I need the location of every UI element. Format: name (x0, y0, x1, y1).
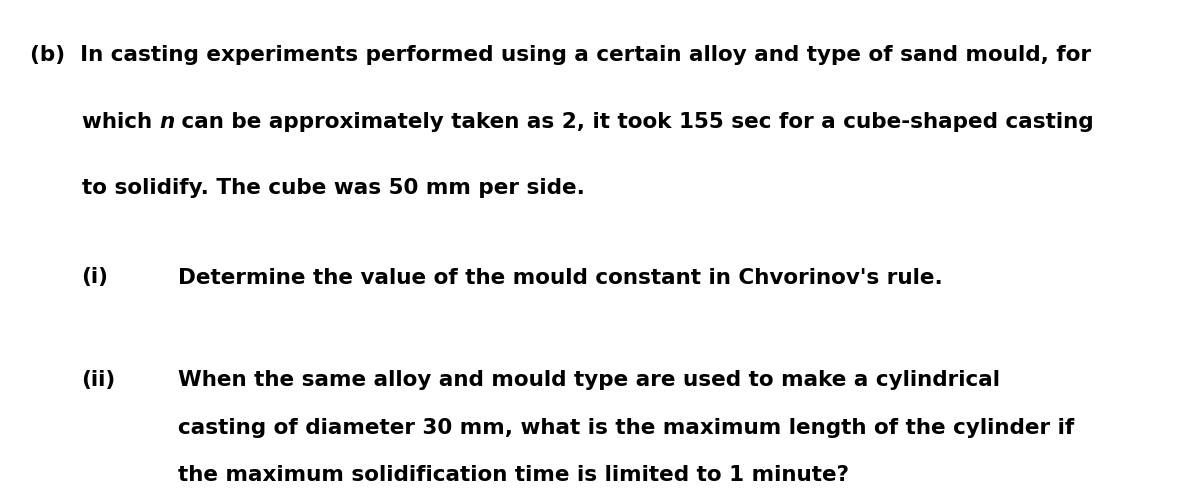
Text: (i): (i) (82, 268, 109, 287)
Text: When the same alloy and mould type are used to make a cylindrical: When the same alloy and mould type are u… (178, 370, 1000, 390)
Text: Determine the value of the mould constant in Chvorinov's rule.: Determine the value of the mould constan… (178, 268, 942, 287)
Text: n: n (160, 112, 174, 132)
Text: casting of diameter 30 mm, what is the maximum length of the cylinder if: casting of diameter 30 mm, what is the m… (178, 418, 1074, 438)
Text: can be approximately taken as 2, it took 155 sec for a cube-shaped casting: can be approximately taken as 2, it took… (174, 112, 1094, 132)
Text: (b)  In casting experiments performed using a certain alloy and type of sand mou: (b) In casting experiments performed usi… (30, 45, 1091, 65)
Text: (ii): (ii) (82, 370, 116, 390)
Text: the maximum solidification time is limited to 1 minute?: the maximum solidification time is limit… (178, 465, 848, 485)
Text: to solidify. The cube was 50 mm per side.: to solidify. The cube was 50 mm per side… (82, 178, 584, 198)
Text: which: which (82, 112, 160, 132)
